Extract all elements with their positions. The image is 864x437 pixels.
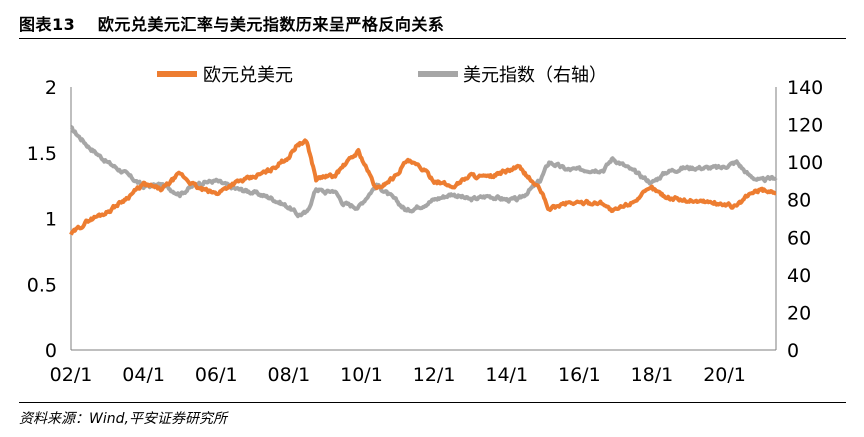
x-tick-label: 20/1 [703, 364, 746, 386]
source-note: 资料来源：Wind,平安证券研究所 [19, 411, 227, 427]
axes [70, 87, 777, 351]
legend-dxy-label: 美元指数（右轴） [463, 65, 607, 86]
y-right-tick-label: 120 [787, 115, 823, 137]
x-tick-label: 04/1 [122, 364, 165, 386]
y-right-tick-label: 60 [787, 227, 811, 249]
series-eurusd-line [69, 138, 777, 236]
x-tick-label: 16/1 [558, 364, 601, 386]
x-tick-label: 08/1 [268, 364, 311, 386]
x-tick-label: 10/1 [340, 364, 383, 386]
legend: 欧元兑美元 美元指数（右轴） [157, 65, 607, 86]
x-tick-label: 06/1 [195, 364, 238, 386]
y-right-tick-label: 40 [787, 265, 811, 287]
title-divider [19, 38, 846, 39]
legend-eurusd-label: 欧元兑美元 [203, 65, 293, 86]
footer-divider [19, 402, 846, 403]
y-left-tick-label: 0 [45, 340, 57, 362]
chart-canvas: 欧元兑美元 美元指数（右轴） 00.511.520204060801001201… [27, 65, 823, 386]
chart-title: 图表13 欧元兑美元汇率与美元指数历来呈严格反向关系 [19, 15, 445, 34]
y-left-tick-label: 0.5 [27, 274, 57, 296]
y-left-tick-label: 1 [45, 209, 57, 231]
y-left-tick-label: 1.5 [27, 143, 57, 165]
x-tick-label: 14/1 [485, 364, 528, 386]
y-right-tick-label: 100 [787, 152, 823, 174]
y-right-tick-label: 0 [787, 340, 799, 362]
series-dxy-line [70, 125, 778, 219]
x-tick-label: 18/1 [631, 364, 674, 386]
x-tick-label: 12/1 [413, 364, 456, 386]
y-right-tick-label: 140 [787, 77, 823, 99]
y-right-tick-label: 80 [787, 190, 811, 212]
y-right-tick-label: 20 [787, 302, 811, 324]
x-tick-label: 02/1 [50, 364, 93, 386]
plot-lines [69, 125, 778, 236]
y-left-tick-label: 2 [45, 77, 57, 99]
